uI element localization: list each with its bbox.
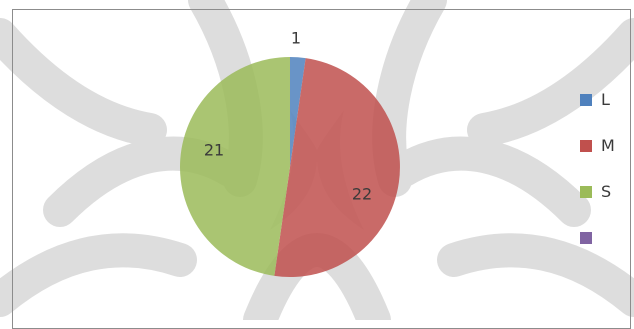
legend-label-s: S [601,182,612,201]
legend-label-m: M [601,136,615,155]
legend: L M S [580,90,630,274]
legend-swatch-s [580,186,592,198]
data-label-s: 21 [204,141,224,160]
legend-label-l: L [601,90,610,109]
legend-item-l: L [580,90,630,136]
legend-swatch-l [580,94,592,106]
legend-item-s: S [580,182,630,228]
data-label-l: 1 [291,29,301,48]
legend-swatch-empty [580,232,592,244]
legend-swatch-m [580,140,592,152]
pie-slice-s [179,57,290,276]
pie-chart: 1 22 21 [179,29,400,277]
pie-slice-l [290,57,306,167]
legend-item-m: M [580,136,630,182]
legend-item-empty [580,228,630,274]
pie-slice-m [274,58,400,277]
data-label-m: 22 [352,185,372,204]
